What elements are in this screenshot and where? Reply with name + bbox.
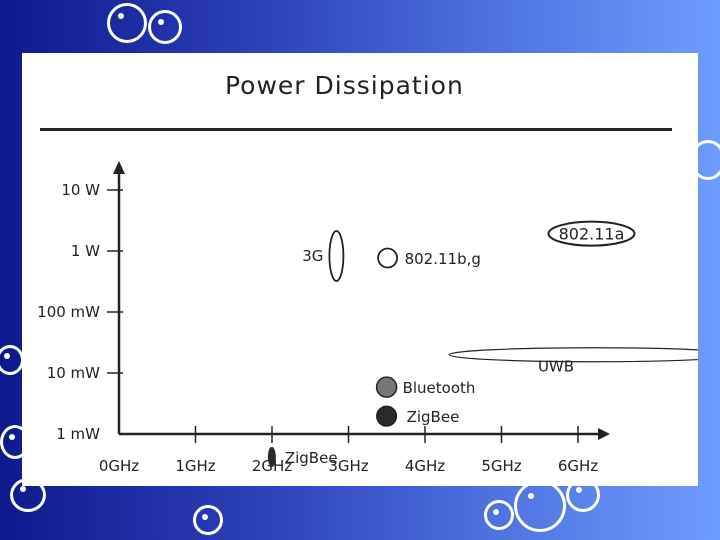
marker-uwb xyxy=(448,347,720,363)
bubble-bottom-2 xyxy=(484,500,514,530)
y-tick-label: 1 mW xyxy=(56,425,100,443)
slide-panel: Power Dissipation 0GHz1GHz2GHz3GHz4GHz5G… xyxy=(22,53,720,486)
marker-80211bg xyxy=(377,247,399,269)
bubble-bottom-1 xyxy=(193,505,223,535)
y-tick-label: 100 mW xyxy=(37,303,100,321)
marker-bluetooth xyxy=(375,376,398,398)
x-tick-label: 6GHz xyxy=(558,457,598,475)
bubble-left-3 xyxy=(10,478,46,512)
label-zigbee-24: ZigBee xyxy=(407,408,460,426)
marker-zigbee-900 xyxy=(267,446,276,467)
x-axis-arrow xyxy=(598,428,610,440)
bubble-left-1 xyxy=(0,345,24,375)
marker-zigbee-24 xyxy=(376,405,398,427)
y-tick-label: 1 W xyxy=(71,242,100,260)
marker-80211a xyxy=(547,220,636,247)
x-tick-label: 5GHz xyxy=(481,457,521,475)
label-bluetooth: Bluetooth xyxy=(403,379,476,397)
chart-marks: 3G 802.11b,g 802.11a Bluetooth ZigBee ZigBee U… xyxy=(267,220,720,467)
power-dissipation-chart: Power Dissipation 0GHz1GHz2GHz3GHz4GHz5G… xyxy=(37,71,720,475)
y-axis-arrow xyxy=(113,161,125,174)
label-uwb: UWB xyxy=(538,358,574,376)
bubble-right-1 xyxy=(690,140,720,180)
y-tick-label: 10 mW xyxy=(47,364,100,382)
bubble-top-2 xyxy=(148,10,182,44)
x-tick-label: 3GHz xyxy=(328,457,368,475)
title-rule xyxy=(40,128,672,131)
chart-title: Power Dissipation xyxy=(225,71,464,100)
marker-3g xyxy=(328,230,345,282)
x-tick-label: 0GHz xyxy=(99,457,139,475)
x-tick-label: 4GHz xyxy=(405,457,445,475)
label-80211a: 802.11a xyxy=(559,225,625,244)
y-tick-label: 10 W xyxy=(61,181,100,199)
x-tick-label: 1GHz xyxy=(175,457,215,475)
label-zigbee-900: ZigBee xyxy=(285,449,338,467)
bubble-left-2 xyxy=(0,425,30,459)
bubble-bottom-3 xyxy=(514,480,566,532)
label-80211bg: 802.11b,g xyxy=(405,250,481,268)
bubble-top-1 xyxy=(107,3,147,43)
label-3g: 3G xyxy=(302,247,323,265)
bubble-bottom-4 xyxy=(566,478,600,512)
